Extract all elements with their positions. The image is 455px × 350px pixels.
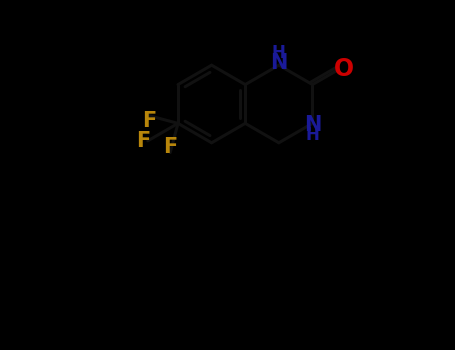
Text: F: F	[163, 137, 177, 157]
Text: N: N	[270, 53, 288, 73]
Text: F: F	[142, 111, 156, 131]
Text: H: H	[305, 126, 319, 144]
Text: O: O	[334, 57, 354, 82]
Text: N: N	[304, 115, 321, 135]
Text: H: H	[272, 44, 286, 62]
Text: F: F	[136, 131, 151, 151]
